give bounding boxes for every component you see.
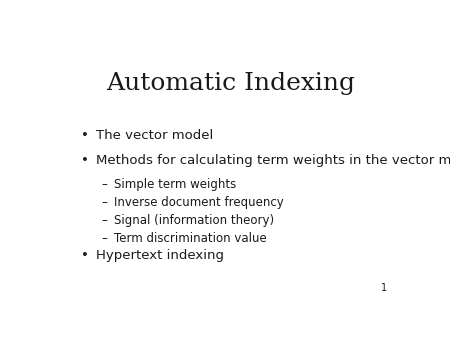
- Text: Automatic Indexing: Automatic Indexing: [106, 72, 355, 95]
- Text: •: •: [81, 154, 89, 167]
- Text: Inverse document frequency: Inverse document frequency: [114, 196, 284, 209]
- Text: –: –: [102, 178, 108, 192]
- Text: –: –: [102, 196, 108, 209]
- Text: The vector model: The vector model: [96, 129, 214, 142]
- Text: •: •: [81, 129, 89, 142]
- Text: –: –: [102, 214, 108, 227]
- Text: Term discrimination value: Term discrimination value: [114, 232, 266, 245]
- Text: •: •: [81, 249, 89, 262]
- Text: –: –: [102, 232, 108, 245]
- Text: Simple term weights: Simple term weights: [114, 178, 236, 192]
- Text: 1: 1: [382, 283, 387, 293]
- Text: Methods for calculating term weights in the vector model :: Methods for calculating term weights in …: [96, 154, 450, 167]
- Text: Hypertext indexing: Hypertext indexing: [96, 249, 225, 262]
- Text: Signal (information theory): Signal (information theory): [114, 214, 274, 227]
